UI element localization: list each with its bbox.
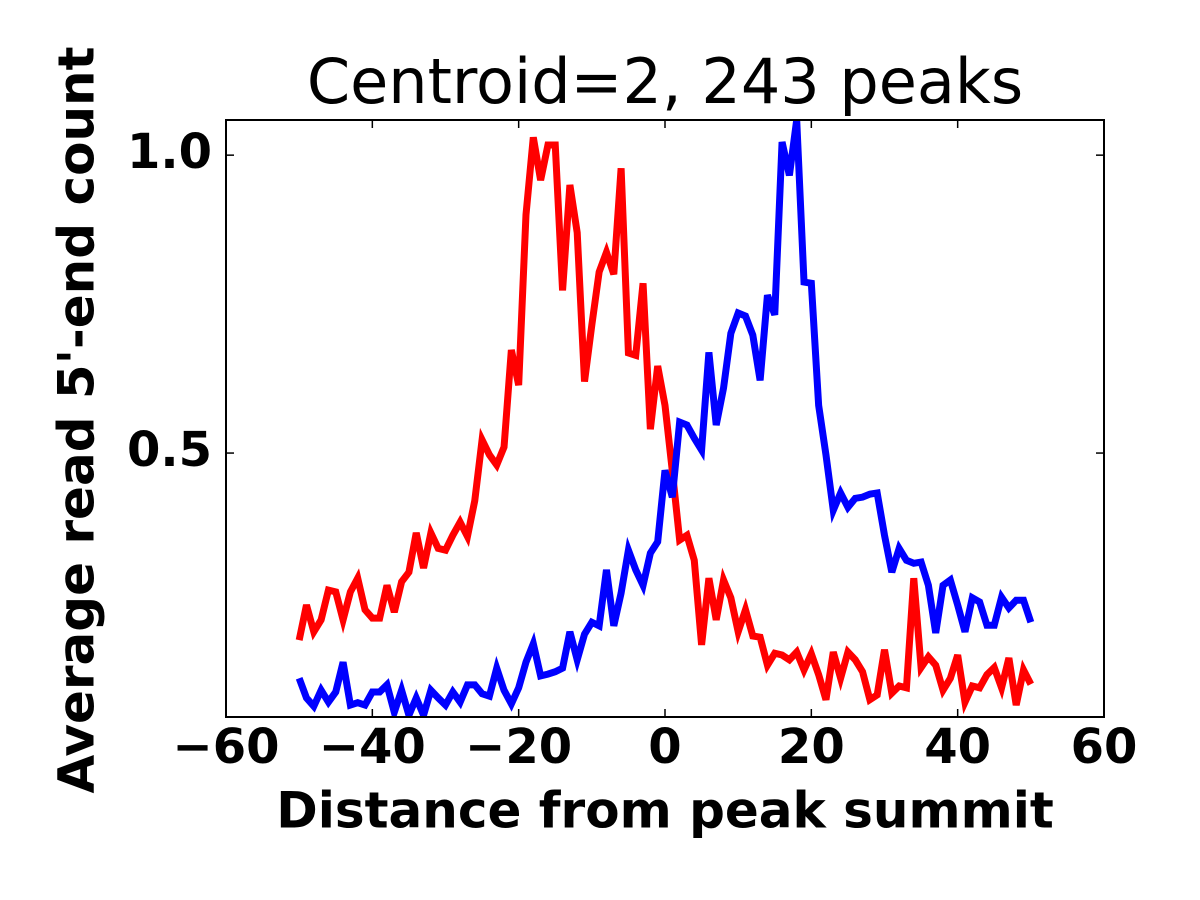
- chart-title: Centroid=2, 243 peaks: [307, 45, 1023, 118]
- x-tick-label: −40: [319, 719, 426, 775]
- data-line: [295, 136, 1034, 715]
- y-axis-label: Average read 5'-end count: [48, 46, 106, 793]
- data-line: [295, 120, 1035, 717]
- x-tick-label: 60: [1071, 719, 1138, 775]
- x-axis-label: Distance from peak summit: [276, 782, 1054, 840]
- y-tick-label: 0.5: [127, 422, 212, 478]
- plot-lines: [295, 120, 1035, 717]
- x-tick-label: 20: [778, 719, 845, 775]
- x-tick-label: −20: [465, 719, 572, 775]
- x-tick-label: 40: [924, 719, 991, 775]
- x-tick-label: 0: [648, 719, 681, 775]
- x-tick-label: −60: [172, 719, 279, 775]
- y-tick-label: 1.0: [127, 124, 212, 180]
